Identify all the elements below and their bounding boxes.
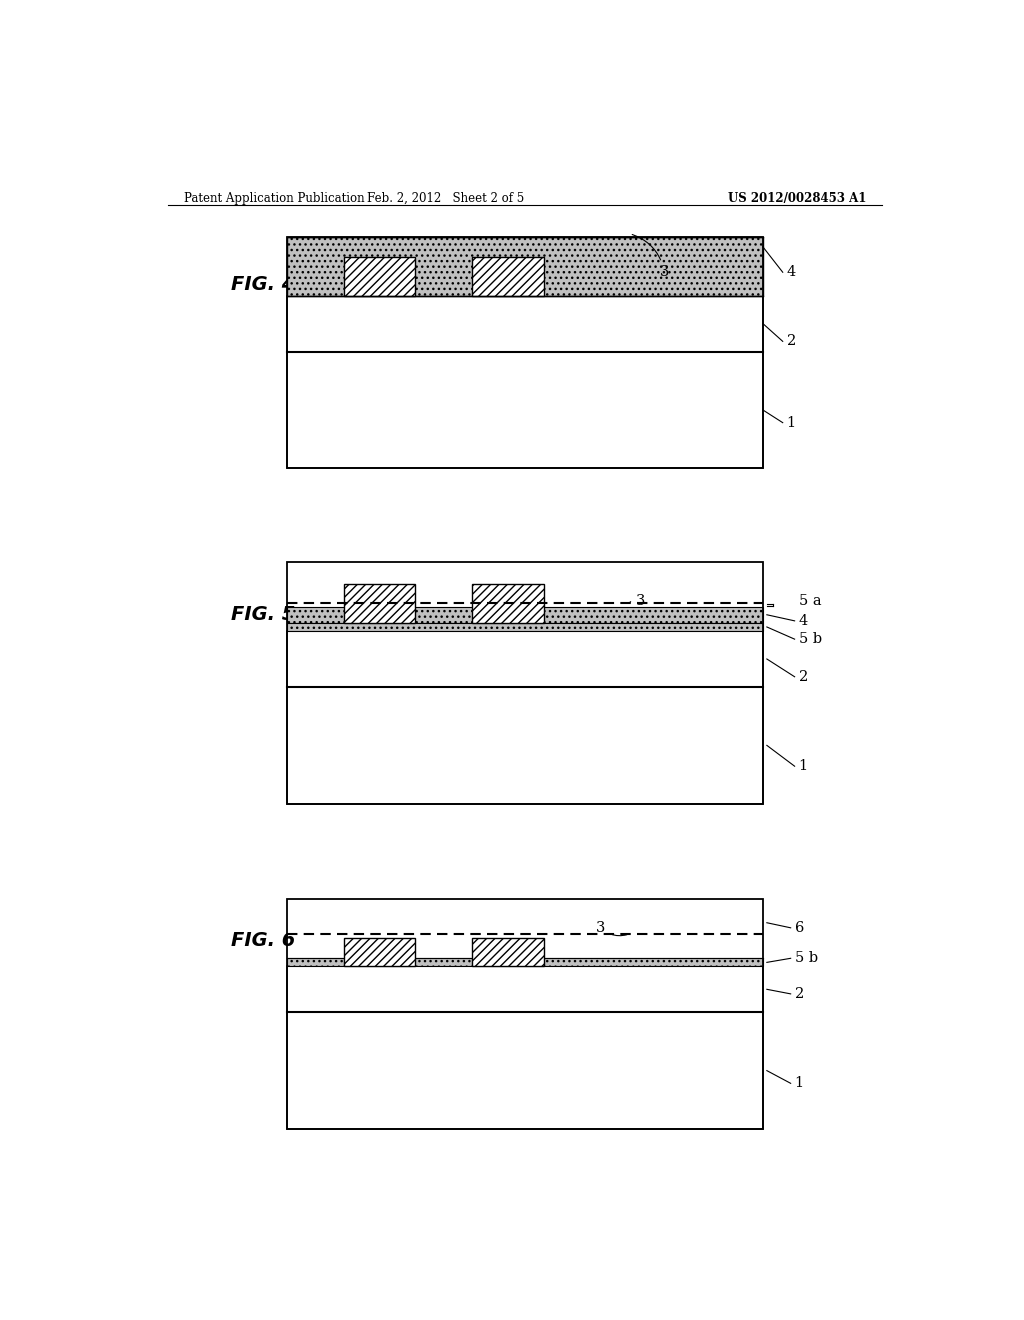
Text: 5 b: 5 b bbox=[795, 952, 818, 965]
Bar bbox=[287, 912, 763, 935]
Bar bbox=[344, 257, 416, 296]
Text: FIG. 6: FIG. 6 bbox=[231, 931, 296, 950]
Bar bbox=[287, 623, 763, 631]
Bar bbox=[287, 562, 763, 804]
Text: 3: 3 bbox=[630, 594, 645, 607]
Text: 1: 1 bbox=[799, 759, 808, 774]
Bar bbox=[287, 631, 763, 686]
Text: Patent Application Publication: Patent Application Publication bbox=[183, 191, 365, 205]
Bar bbox=[287, 686, 763, 804]
Bar bbox=[287, 607, 763, 623]
Text: 4: 4 bbox=[786, 265, 796, 280]
Text: FIG. 4: FIG. 4 bbox=[231, 276, 296, 294]
Bar bbox=[287, 899, 763, 1129]
Text: US 2012/0028453 A1: US 2012/0028453 A1 bbox=[728, 191, 866, 205]
Bar bbox=[287, 958, 763, 966]
Text: 2: 2 bbox=[799, 669, 808, 684]
Bar bbox=[287, 966, 763, 1012]
Bar bbox=[344, 585, 416, 623]
Text: FIG. 5: FIG. 5 bbox=[231, 605, 296, 623]
Text: 2: 2 bbox=[786, 334, 796, 348]
Bar bbox=[287, 236, 763, 296]
Text: 5 a: 5 a bbox=[799, 594, 821, 607]
Text: 3: 3 bbox=[596, 921, 627, 936]
Bar bbox=[287, 351, 763, 469]
Text: 3: 3 bbox=[632, 235, 669, 280]
Bar bbox=[287, 236, 763, 469]
Bar bbox=[287, 296, 763, 351]
Bar bbox=[472, 585, 544, 623]
Text: 5 b: 5 b bbox=[799, 632, 821, 647]
Bar bbox=[344, 939, 416, 966]
Bar bbox=[472, 257, 544, 296]
Text: 6: 6 bbox=[795, 921, 804, 935]
Text: Feb. 2, 2012   Sheet 2 of 5: Feb. 2, 2012 Sheet 2 of 5 bbox=[367, 191, 524, 205]
Bar bbox=[472, 939, 544, 966]
Bar bbox=[287, 1012, 763, 1129]
Text: 4: 4 bbox=[799, 614, 808, 628]
Text: 1: 1 bbox=[795, 1076, 804, 1090]
Text: 2: 2 bbox=[795, 987, 804, 1001]
Text: 1: 1 bbox=[786, 416, 796, 430]
